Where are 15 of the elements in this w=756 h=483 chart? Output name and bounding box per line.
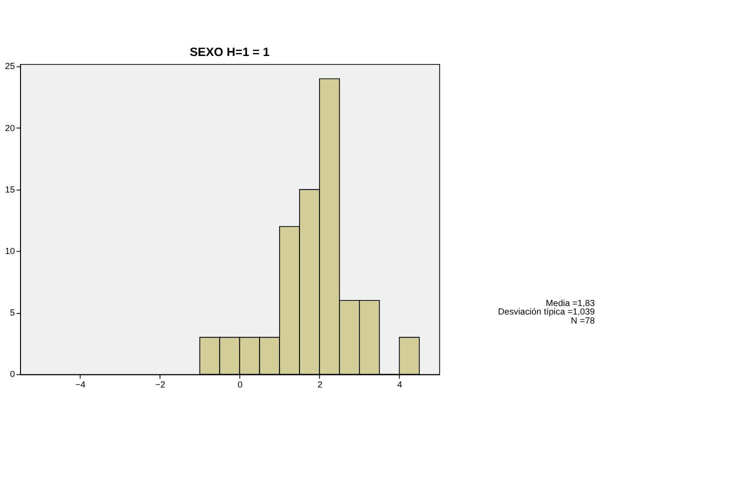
x-tick-label: 2 bbox=[317, 380, 322, 390]
x-tick-label: −4 bbox=[75, 380, 86, 390]
y-tick-label: 5 bbox=[10, 308, 15, 318]
chart-title: SEXO H=1 = 1 bbox=[190, 44, 270, 59]
x-tick-label: 4 bbox=[397, 380, 402, 390]
x-tick-label: 0 bbox=[238, 380, 243, 390]
y-tick-label: 15 bbox=[5, 184, 15, 194]
y-tick-label: 0 bbox=[10, 369, 15, 380]
y-tick-label: 10 bbox=[5, 246, 15, 256]
x-tick-label: −2 bbox=[155, 380, 166, 390]
text: N =78 bbox=[570, 315, 595, 326]
text: Desviación típica =1,039 bbox=[498, 306, 595, 317]
y-tick-label: 25 bbox=[5, 61, 15, 72]
text: Media =1,83 bbox=[546, 298, 595, 308]
y-tick-label: 20 bbox=[5, 122, 15, 133]
